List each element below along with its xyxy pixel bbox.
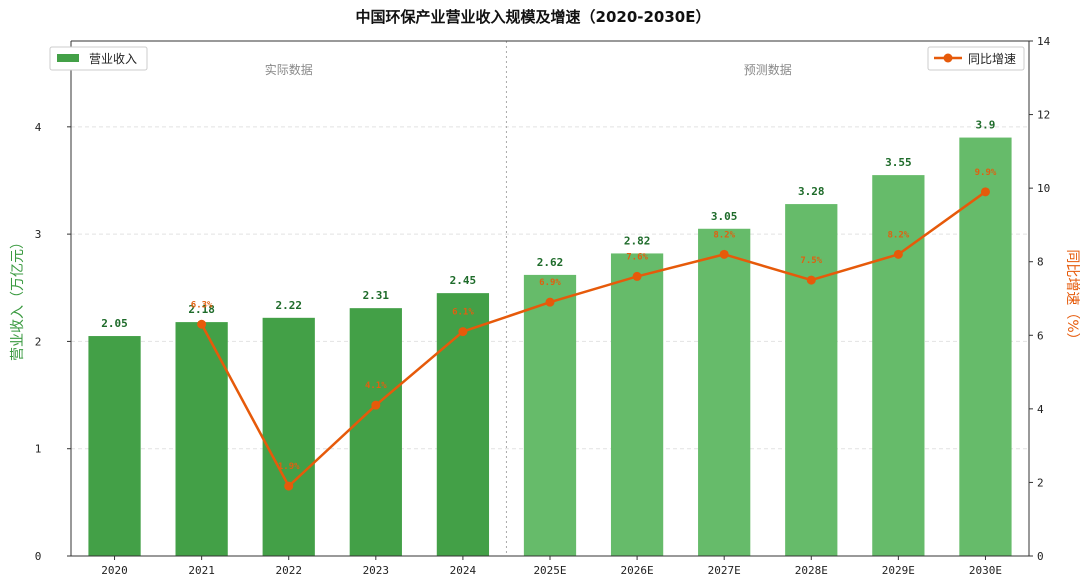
y2-tick-label: 2 xyxy=(1037,476,1044,489)
region-label-forecast: 预测数据 xyxy=(744,62,792,77)
bar-value-label: 3.9 xyxy=(976,119,996,132)
growth-value-label: 1.9% xyxy=(278,462,300,472)
growth-value-label: 8.2% xyxy=(888,230,910,240)
legend-line-marker xyxy=(943,53,953,63)
legend-bar-swatch xyxy=(57,54,79,62)
revenue-bar xyxy=(175,322,228,556)
bar-value-label: 2.31 xyxy=(363,289,390,302)
growth-point xyxy=(980,187,990,197)
growth-value-label: 8.2% xyxy=(713,230,735,240)
growth-point xyxy=(893,249,903,259)
line-labels: 6.3% 1.9% 4.1% 6.1% 6.9% 7.6% 8.2% 7.5% 8.2% 9.9% xyxy=(191,168,997,472)
growth-point xyxy=(284,481,294,491)
region-labels: 实际数据 预测数据 xyxy=(265,62,792,77)
bar-value-label: 2.18 xyxy=(188,303,215,316)
line-series xyxy=(197,187,990,491)
bar-series xyxy=(88,137,1012,557)
bar-labels: 2.05 2.18 2.22 2.31 2.45 2.62 2.82 3.05 3.28 3.55… xyxy=(101,119,995,330)
y-tick-label: 2 xyxy=(35,335,42,348)
x-tick-label: 2030E xyxy=(969,564,1002,577)
legend-left: 营业收入 xyxy=(49,46,148,71)
y2-tick-label: 6 xyxy=(1037,329,1044,342)
growth-value-label: 6.3% xyxy=(191,300,213,310)
bar-value-label: 2.45 xyxy=(450,274,477,287)
growth-line xyxy=(200,190,987,488)
bar-value-label: 2.22 xyxy=(275,299,302,312)
x-tick-label: 2029E xyxy=(882,564,915,577)
growth-point xyxy=(458,327,468,337)
growth-point xyxy=(632,271,642,281)
axes xyxy=(67,40,1033,560)
y2-tick-label: 0 xyxy=(1037,550,1044,563)
y2-tick-label: 4 xyxy=(1037,403,1044,416)
x-tick-label: 2026E xyxy=(621,564,654,577)
y-tick-label: 1 xyxy=(35,443,42,456)
growth-point xyxy=(371,400,381,410)
legend-right: 同比增速 xyxy=(927,46,1025,71)
growth-value-label: 4.1% xyxy=(365,381,387,391)
growth-point xyxy=(545,297,555,307)
y-tick-label: 3 xyxy=(35,228,42,241)
revenue-bar xyxy=(436,293,490,556)
revenue-bar xyxy=(88,336,141,556)
revenue-bar xyxy=(959,137,1012,556)
growth-point xyxy=(719,249,729,259)
growth-value-label: 7.5% xyxy=(800,256,822,266)
bar-value-label: 2.62 xyxy=(537,256,564,269)
bar-value-label: 3.55 xyxy=(885,156,912,169)
region-label-actual: 实际数据 xyxy=(265,62,313,77)
growth-value-label: 6.1% xyxy=(452,308,474,318)
x-tick-labels: 2020 2021 2022 2023 2024 2025E 2026E 2027E 2028E… xyxy=(101,564,1002,577)
revenue-bar xyxy=(698,228,751,556)
y2-tick-label: 12 xyxy=(1037,109,1050,122)
revenue-bar xyxy=(349,308,402,556)
revenue-bar xyxy=(262,317,315,556)
x-tick-label: 2028E xyxy=(795,564,828,577)
growth-value-label: 6.9% xyxy=(539,278,561,288)
revenue-bar xyxy=(610,253,664,556)
y2-tick-label: 14 xyxy=(1037,35,1051,48)
y-tick-label: 4 xyxy=(35,121,42,134)
legend-line-label: 同比增速 xyxy=(968,52,1016,66)
y-tick-label: 0 xyxy=(35,550,42,563)
y2-tick-labels: 0 2 4 6 8 10 12 14 xyxy=(1037,35,1051,563)
x-tick-label: 2024 xyxy=(450,564,477,577)
growth-point xyxy=(806,275,816,285)
bar-value-label: 2.82 xyxy=(624,234,651,247)
y-tick-labels: 0 1 2 3 4 xyxy=(35,121,42,563)
x-tick-label: 2022 xyxy=(275,564,302,577)
revenue-bar xyxy=(523,274,577,556)
x-tick-label: 2027E xyxy=(708,564,741,577)
x-tick-label: 2025E xyxy=(533,564,566,577)
growth-value-label: 7.6% xyxy=(626,252,648,262)
bar-value-label: 3.05 xyxy=(711,210,738,223)
y2-tick-label: 10 xyxy=(1037,182,1050,195)
chart-title: 中国环保产业营业收入规模及增速（2020-2030E） xyxy=(356,8,711,26)
x-tick-label: 2023 xyxy=(363,564,390,577)
x-tick-label: 2021 xyxy=(188,564,215,577)
bar-value-label: 2.05 xyxy=(101,317,128,330)
revenue-bar xyxy=(785,204,838,557)
bar-value-label: 3.28 xyxy=(798,185,825,198)
y2-tick-label: 8 xyxy=(1037,256,1044,269)
legend-bar-label: 营业收入 xyxy=(89,52,137,66)
revenue-bar xyxy=(872,175,925,557)
y2-axis-label: 同比增速（%） xyxy=(1064,249,1080,346)
y-axis-label: 营业收入（万亿元） xyxy=(10,235,26,361)
growth-point xyxy=(197,319,207,329)
growth-value-label: 9.9% xyxy=(975,168,997,178)
x-tick-label: 2020 xyxy=(101,564,128,577)
